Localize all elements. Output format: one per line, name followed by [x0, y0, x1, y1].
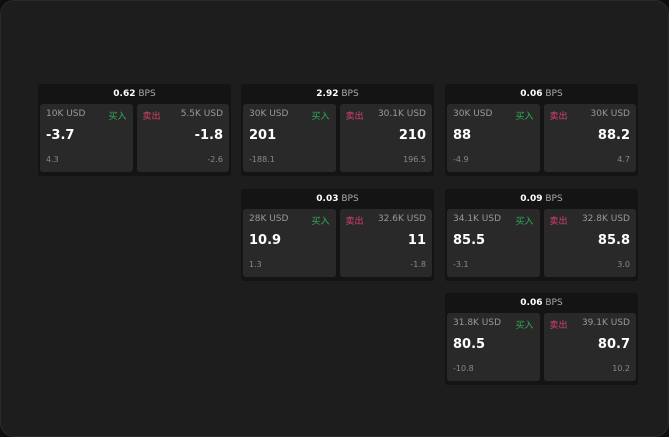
bid-size: 30K USD — [453, 109, 493, 119]
sell-label: 卖出 — [549, 112, 568, 122]
spread-unit: BPS — [545, 298, 563, 308]
bid-size: 30K USD — [249, 109, 289, 119]
bid-size: 28K USD — [249, 214, 289, 224]
sell-cell[interactable]: 卖出 32.6K USD 11 -1.8 — [339, 209, 432, 277]
spread-header: 0.03 BPS — [241, 189, 434, 209]
spread-value: 0.09 — [520, 194, 543, 204]
buy-cell[interactable]: 34.1K USD 买入 85.5 -3.1 — [447, 209, 540, 277]
bid-change: -4.9 — [453, 155, 469, 164]
sell-label: 卖出 — [142, 112, 161, 122]
sell-cell[interactable]: 卖出 30K USD 88.2 4.7 — [543, 104, 636, 172]
spread-header: 0.62 BPS — [38, 84, 231, 104]
buy-cell[interactable]: 10K USD 买入 -3.7 4.3 — [40, 104, 133, 172]
buy-label: 买入 — [311, 112, 330, 122]
spread-value: 0.62 — [113, 89, 136, 99]
ask-price: 85.8 — [597, 233, 630, 248]
quote-panel: 2.92 BPS 30K USD 买入 201 -188.1 卖出 30.1K US… — [241, 84, 434, 176]
spread-header: 0.09 BPS — [445, 189, 638, 209]
sell-cell[interactable]: 卖出 39.1K USD 80.7 10.2 — [543, 313, 636, 381]
bid-change: -188.1 — [249, 155, 275, 164]
bid-size: 10K USD — [46, 109, 86, 119]
ask-size: 32.6K USD — [377, 214, 426, 224]
bid-change: 1.3 — [249, 260, 262, 269]
sell-cell[interactable]: 卖出 5.5K USD -1.8 -2.6 — [136, 104, 229, 172]
quote-panel: 0.09 BPS 34.1K USD 买入 85.5 -3.1 卖出 32.8K U… — [445, 189, 638, 281]
bid-price: 201 — [249, 128, 277, 143]
spread-header: 0.06 BPS — [445, 293, 638, 313]
spread-header: 0.06 BPS — [445, 84, 638, 104]
buy-label: 买入 — [108, 112, 127, 122]
ask-price: 88.2 — [597, 128, 630, 143]
bid-size: 34.1K USD — [453, 214, 502, 224]
bid-change: -10.8 — [453, 364, 474, 373]
sell-label: 卖出 — [549, 217, 568, 227]
spread-header: 2.92 BPS — [241, 84, 434, 104]
ask-price: 80.7 — [597, 337, 630, 352]
ask-change: 196.5 — [403, 155, 426, 164]
buy-label: 买入 — [515, 112, 534, 122]
quote-panel: 0.06 BPS 30K USD 买入 88 -4.9 卖出 30K USD 88.… — [445, 84, 638, 176]
buy-cell[interactable]: 30K USD 买入 88 -4.9 — [447, 104, 540, 172]
bid-price: -3.7 — [46, 128, 75, 143]
ask-price: -1.8 — [194, 128, 223, 143]
bid-change: -3.1 — [453, 260, 469, 269]
bid-price: 10.9 — [249, 233, 282, 248]
spread-unit: BPS — [545, 89, 563, 99]
sell-label: 卖出 — [345, 112, 364, 122]
spread-unit: BPS — [545, 194, 563, 204]
quote-panel: 0.06 BPS 31.8K USD 买入 80.5 -10.8 卖出 39.1K … — [445, 293, 638, 385]
spread-value: 0.06 — [520, 89, 543, 99]
spread-value: 0.03 — [316, 194, 339, 204]
sell-cell[interactable]: 卖出 30.1K USD 210 196.5 — [339, 104, 432, 172]
buy-label: 买入 — [515, 321, 534, 331]
spread-value: 0.06 — [520, 298, 543, 308]
quote-panel: 0.03 BPS 28K USD 买入 10.9 1.3 卖出 32.6K USD … — [241, 189, 434, 281]
spread-unit: BPS — [341, 89, 359, 99]
spread-unit: BPS — [138, 89, 156, 99]
spread-value: 2.92 — [316, 89, 339, 99]
ask-price: 210 — [398, 128, 426, 143]
ask-change: -1.8 — [410, 260, 426, 269]
ask-size: 39.1K USD — [581, 318, 630, 328]
ask-change: 10.2 — [612, 364, 630, 373]
buy-label: 买入 — [515, 217, 534, 227]
sell-label: 卖出 — [345, 217, 364, 227]
ask-change: -2.6 — [207, 155, 223, 164]
bid-size: 31.8K USD — [453, 318, 502, 328]
ask-size: 32.8K USD — [581, 214, 630, 224]
bid-price: 85.5 — [453, 233, 486, 248]
ask-change: 3.0 — [617, 260, 630, 269]
quote-panel: 0.62 BPS 10K USD 买入 -3.7 4.3 卖出 5.5K USD -… — [38, 84, 231, 176]
ask-price: 11 — [407, 233, 426, 248]
buy-label: 买入 — [311, 217, 330, 227]
sell-label: 卖出 — [549, 321, 568, 331]
ask-size: 30K USD — [590, 109, 630, 119]
bid-price: 80.5 — [453, 337, 486, 352]
ask-change: 4.7 — [617, 155, 630, 164]
sell-cell[interactable]: 卖出 32.8K USD 85.8 3.0 — [543, 209, 636, 277]
bid-change: 4.3 — [46, 155, 59, 164]
buy-cell[interactable]: 28K USD 买入 10.9 1.3 — [243, 209, 336, 277]
buy-cell[interactable]: 30K USD 买入 201 -188.1 — [243, 104, 336, 172]
ask-size: 30.1K USD — [377, 109, 426, 119]
spread-unit: BPS — [341, 194, 359, 204]
buy-cell[interactable]: 31.8K USD 买入 80.5 -10.8 — [447, 313, 540, 381]
ask-size: 5.5K USD — [180, 109, 223, 119]
bid-price: 88 — [453, 128, 472, 143]
